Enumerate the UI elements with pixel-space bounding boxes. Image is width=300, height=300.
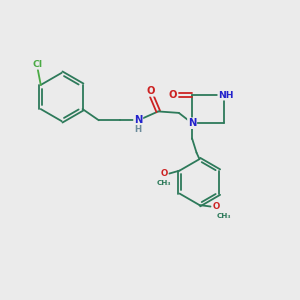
Text: CH₃: CH₃ bbox=[217, 213, 231, 219]
Text: N: N bbox=[188, 118, 196, 128]
Text: Cl: Cl bbox=[33, 60, 43, 69]
Text: CH₃: CH₃ bbox=[157, 180, 171, 186]
Text: O: O bbox=[212, 202, 220, 211]
Text: N: N bbox=[134, 115, 142, 125]
Text: NH: NH bbox=[218, 91, 234, 100]
Text: O: O bbox=[146, 86, 154, 96]
Text: O: O bbox=[168, 90, 177, 100]
Text: H: H bbox=[135, 125, 142, 134]
Text: O: O bbox=[160, 169, 168, 178]
